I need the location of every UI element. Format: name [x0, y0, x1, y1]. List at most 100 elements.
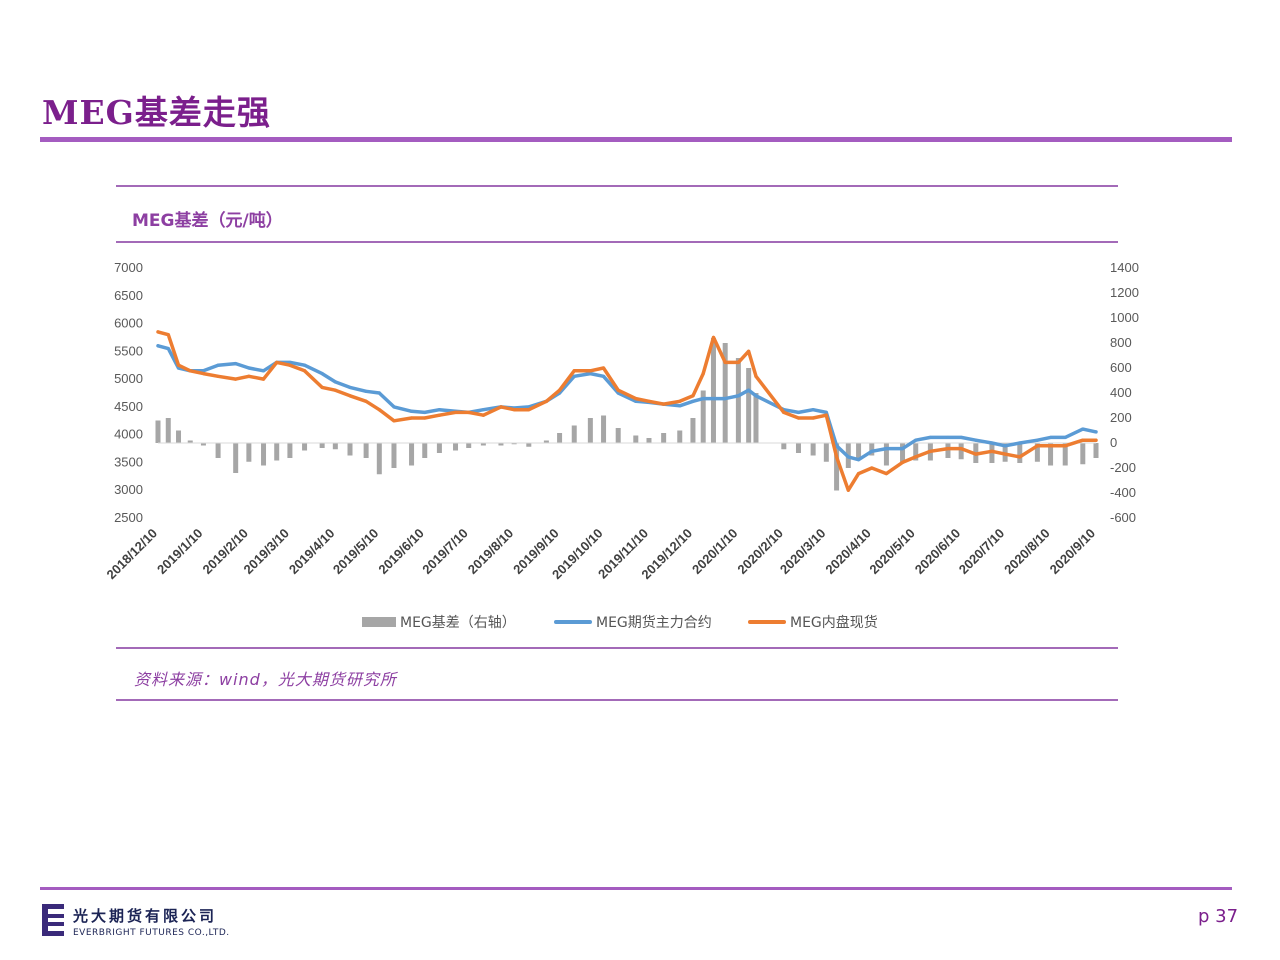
x-tick-label: 2020/3/10 [777, 526, 829, 578]
futures-point [1094, 430, 1098, 434]
futures-point [216, 363, 220, 367]
spot-point [959, 446, 963, 451]
spot-point [678, 399, 682, 403]
futures-point [900, 446, 905, 451]
x-tick-label: 2019/1/10 [154, 526, 206, 578]
page-number: p 37 [1198, 906, 1239, 927]
basis-bar [834, 443, 840, 491]
spot-point [1048, 444, 1053, 448]
basis-bar [391, 443, 397, 468]
futures-point [156, 344, 160, 348]
basis-chart: 7000650060005500500045004000350030002500… [103, 260, 1139, 582]
spot-point [662, 402, 666, 406]
x-tick-label: 2019/7/10 [419, 526, 471, 578]
spot-point [333, 388, 337, 392]
basis-bar [422, 443, 428, 458]
left-tick-label: 6500 [114, 288, 143, 303]
futures-point [914, 438, 918, 442]
basis-bar [557, 433, 563, 443]
futures-point [723, 396, 727, 401]
futures-point [437, 408, 441, 412]
right-tick-label: 600 [1110, 360, 1132, 375]
right-tick-label: -400 [1110, 485, 1136, 500]
spot-point [701, 371, 705, 376]
spot-point [481, 413, 485, 417]
x-tick-label: 2020/5/10 [866, 526, 918, 578]
futures-point [601, 374, 606, 378]
right-tick-label: -200 [1110, 460, 1136, 475]
basis-bar [913, 443, 919, 461]
company-name-en: EVERBRIGHT FUTURES CO.,LTD. [73, 928, 230, 938]
spot-point [634, 396, 638, 401]
spot-point [736, 360, 740, 365]
futures-point [1063, 435, 1067, 440]
futures-point [201, 369, 206, 373]
right-tick-label: 1200 [1110, 285, 1139, 300]
spot-point [527, 408, 531, 412]
left-axis: 7000 6500 6000 5500 5000 4500 4000 3500 3000 2500 [114, 260, 143, 525]
legend-item-basis: MEG基差（右轴） [362, 612, 516, 632]
futures-point [409, 409, 414, 413]
futures-point [1003, 444, 1007, 448]
legend-item-futures: MEG期货主力合约 [554, 612, 712, 632]
basis-bar [722, 343, 728, 443]
futures-point [754, 394, 758, 398]
basis-bar [246, 443, 252, 462]
basis-bar [945, 443, 951, 458]
spot-point [572, 369, 576, 373]
futures-point [711, 396, 716, 401]
right-tick-label: 1400 [1110, 260, 1139, 275]
spot-point [364, 399, 368, 403]
legend-item-spot: MEG内盘现货 [748, 612, 878, 632]
series-lines [156, 330, 1098, 492]
basis-bar [646, 438, 652, 443]
futures-point [796, 410, 801, 415]
spot-point [216, 374, 220, 378]
basis-bar [215, 443, 221, 458]
x-tick-label: 2020/8/10 [1001, 526, 1053, 578]
basis-bars [155, 338, 1099, 491]
spot-point [544, 399, 548, 403]
spot-point [647, 399, 651, 403]
futures-point [1048, 435, 1053, 440]
spot-point [188, 369, 192, 373]
basis-bar [735, 358, 741, 443]
spot-point [824, 413, 828, 417]
futures-point [261, 369, 266, 373]
futures-point [364, 389, 368, 393]
futures-point [1081, 427, 1085, 431]
basis-bar [526, 443, 532, 447]
spot-point [348, 394, 352, 398]
spot-point [1063, 444, 1067, 448]
basis-bar [661, 433, 667, 443]
x-tick-label: 2019/5/10 [330, 526, 382, 578]
spot-point [377, 408, 381, 412]
x-tick-label: 2020/2/10 [734, 526, 786, 578]
futures-point [423, 410, 427, 415]
company-logo-icon [42, 904, 64, 936]
spot-point [261, 377, 266, 381]
basis-bar [869, 443, 875, 456]
spot-point [275, 360, 279, 365]
futures-point [959, 435, 963, 440]
spot-point [156, 330, 160, 334]
right-tick-label: 400 [1110, 385, 1132, 400]
title-rule [40, 137, 1232, 142]
futures-point [348, 385, 352, 390]
x-tick-label: 2019/4/10 [286, 526, 338, 578]
basis-bar [453, 443, 459, 451]
basis-bar [1034, 443, 1040, 462]
chart-heading: MEG基差（元/吨） [132, 211, 283, 231]
right-tick-label: -600 [1110, 510, 1136, 525]
basis-bar [176, 430, 182, 443]
spot-point [437, 413, 441, 417]
basis-bar [677, 430, 683, 443]
spot-point [288, 363, 292, 367]
source-bottom-rule [116, 699, 1118, 701]
legend-swatch-basis [362, 617, 396, 627]
left-tick-label: 3000 [114, 482, 143, 497]
spot-point [1018, 455, 1022, 459]
basis-bar [187, 440, 193, 443]
basis-bar [200, 443, 206, 446]
x-tick-label: 2019/6/10 [375, 526, 427, 578]
